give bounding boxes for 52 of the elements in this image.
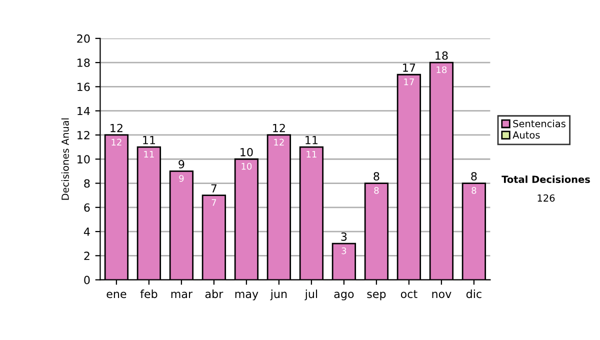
data-label: 12 bbox=[274, 138, 284, 146]
y-tick-label: 20 bbox=[77, 34, 90, 43]
x-tick-label: jun bbox=[270, 290, 287, 300]
x-tick-label: sep bbox=[367, 292, 386, 300]
x-tick-label: jul bbox=[304, 290, 318, 300]
total-label: 8 bbox=[471, 172, 477, 181]
total-label: 8 bbox=[374, 172, 380, 181]
data-label: 8 bbox=[374, 187, 379, 194]
y-tick-label: 2 bbox=[84, 252, 90, 260]
x-tick-label: ago bbox=[334, 292, 354, 300]
x-tick-label: ene bbox=[106, 292, 126, 298]
data-label: 18 bbox=[436, 66, 447, 74]
x-tick-label: dic bbox=[466, 290, 482, 298]
data-label: 17 bbox=[404, 78, 414, 86]
text: 126 bbox=[538, 194, 555, 202]
x-tick-label: nov bbox=[432, 292, 452, 298]
y-tick-label: 18 bbox=[78, 58, 90, 67]
total-label: 3 bbox=[341, 232, 347, 241]
y-tick-label: 8 bbox=[84, 179, 90, 188]
x-tick-label: mar bbox=[171, 292, 193, 298]
y-tick-label: 12 bbox=[78, 130, 90, 140]
total-label: 10 bbox=[240, 148, 253, 156]
x-tick-label: may bbox=[235, 292, 258, 300]
total-label: 17 bbox=[403, 64, 416, 72]
y-tick-label: 4 bbox=[84, 228, 90, 236]
data-label: 11 bbox=[306, 150, 316, 158]
total-label: 9 bbox=[178, 160, 184, 168]
y-tick-label: 14 bbox=[78, 106, 90, 116]
data-label: 7 bbox=[212, 199, 216, 206]
y-tick-label: 10 bbox=[78, 155, 90, 164]
y-tick-label: 0 bbox=[84, 276, 90, 284]
data-label: 9 bbox=[179, 174, 184, 182]
data-label: 10 bbox=[242, 162, 252, 170]
x-tick-label: abr bbox=[205, 290, 224, 298]
text: Total Decisiones bbox=[502, 175, 590, 184]
y-axis-title: Decisiones Anual bbox=[61, 118, 69, 200]
data-label: 8 bbox=[472, 187, 476, 194]
x-tick-label: oct bbox=[400, 290, 418, 298]
total-label: 11 bbox=[143, 136, 155, 144]
y-tick-label: 16 bbox=[78, 82, 90, 92]
data-label: 3 bbox=[342, 247, 346, 254]
total-label: 18 bbox=[436, 51, 448, 60]
y-tick-label: 6 bbox=[84, 203, 90, 212]
total-label: 12 bbox=[273, 124, 285, 132]
legend-label: Sentencias bbox=[513, 120, 566, 128]
data-label: 12 bbox=[112, 138, 122, 146]
data-label: 11 bbox=[144, 150, 154, 158]
total-label: 11 bbox=[306, 136, 318, 144]
x-tick-label: feb bbox=[140, 290, 158, 298]
total-label: 12 bbox=[110, 124, 122, 132]
legend-label: Autos bbox=[512, 131, 540, 139]
total-label: 7 bbox=[211, 184, 217, 192]
